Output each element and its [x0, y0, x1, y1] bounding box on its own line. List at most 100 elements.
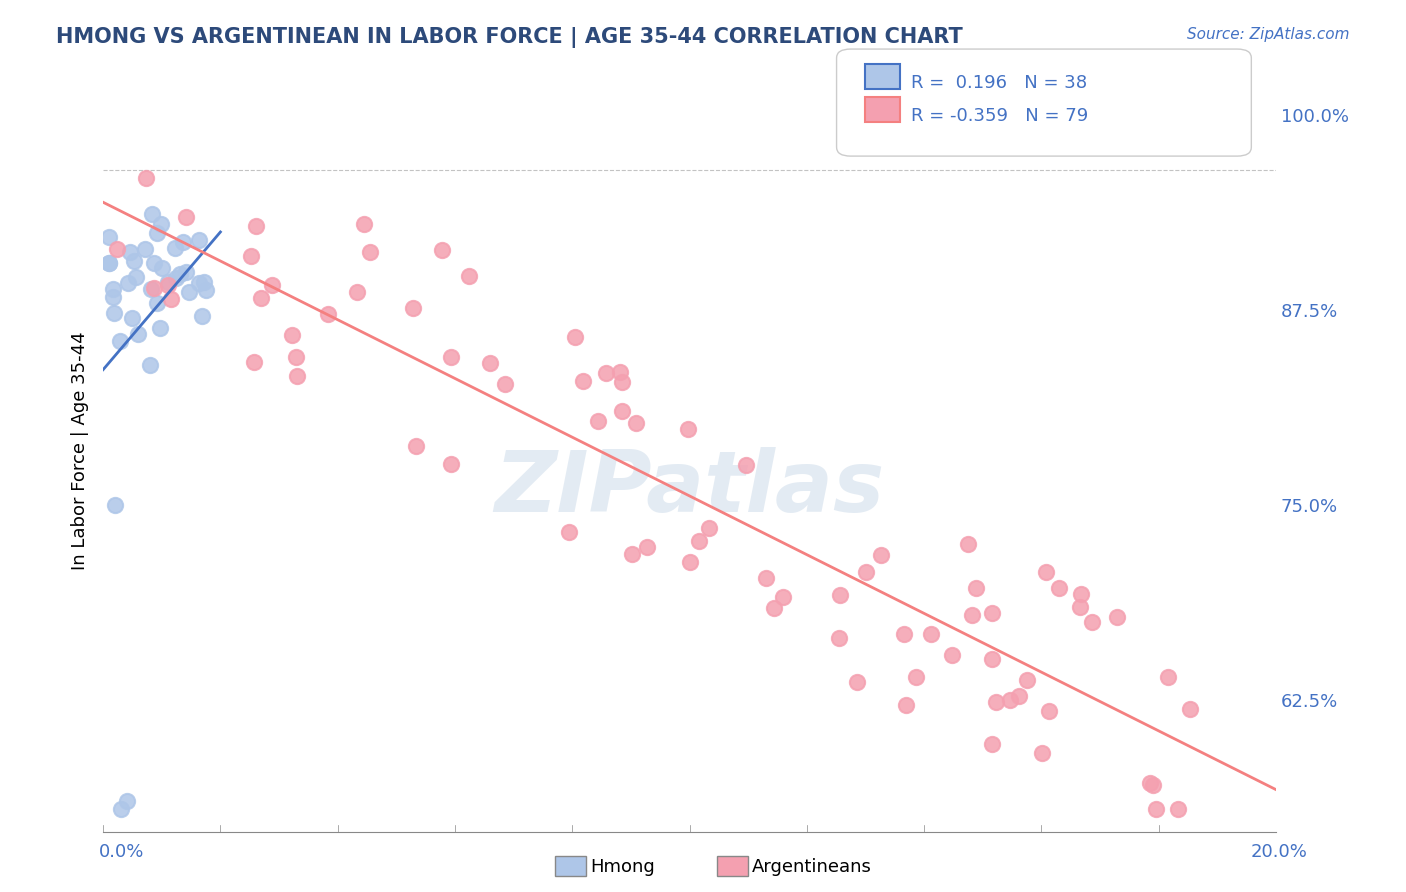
- Point: [588, 413, 610, 427]
- Point: [169, 268, 191, 282]
- Point: [121, 310, 143, 325]
- Point: [115, 794, 138, 808]
- Point: [193, 275, 215, 289]
- Point: [980, 652, 1002, 666]
- Point: [828, 632, 851, 646]
- Point: [124, 269, 146, 284]
- Point: [108, 334, 131, 348]
- Point: [281, 327, 304, 342]
- Point: [612, 375, 634, 389]
- Point: [316, 307, 339, 321]
- Text: R =  0.196   N = 38: R = 0.196 N = 38: [911, 74, 1087, 92]
- Point: [956, 537, 979, 551]
- Point: [262, 278, 284, 293]
- Point: [139, 282, 162, 296]
- Point: [177, 285, 200, 299]
- Point: [986, 695, 1008, 709]
- Point: [894, 698, 917, 712]
- Point: [636, 540, 658, 554]
- Point: [621, 547, 644, 561]
- Point: [1008, 690, 1031, 704]
- Point: [478, 356, 501, 370]
- Point: [1178, 702, 1201, 716]
- Point: [679, 555, 702, 569]
- Point: [869, 548, 891, 562]
- Point: [1038, 704, 1060, 718]
- Point: [893, 627, 915, 641]
- Point: [998, 692, 1021, 706]
- Point: [143, 256, 166, 270]
- Point: [762, 601, 785, 615]
- Point: [1031, 746, 1053, 760]
- Point: [1017, 673, 1039, 687]
- Point: [134, 242, 156, 256]
- Point: [1070, 587, 1092, 601]
- Y-axis label: In Labor Force | Age 35-44: In Labor Force | Age 35-44: [72, 331, 89, 570]
- Point: [104, 498, 127, 512]
- Point: [156, 278, 179, 293]
- Point: [141, 207, 163, 221]
- Point: [98, 256, 121, 270]
- Text: ZIPatlas: ZIPatlas: [495, 447, 884, 530]
- Point: [97, 230, 120, 244]
- Point: [1047, 582, 1070, 596]
- Point: [960, 608, 983, 623]
- Point: [855, 566, 877, 580]
- Point: [174, 265, 197, 279]
- Point: [1144, 802, 1167, 816]
- Point: [735, 458, 758, 472]
- Point: [457, 268, 479, 283]
- Point: [195, 283, 218, 297]
- Point: [595, 366, 617, 380]
- Point: [981, 737, 1004, 751]
- Point: [941, 648, 963, 663]
- Point: [1081, 615, 1104, 630]
- Point: [240, 249, 263, 263]
- Point: [1105, 610, 1128, 624]
- Text: Source: ZipAtlas.com: Source: ZipAtlas.com: [1187, 27, 1350, 42]
- Point: [243, 355, 266, 369]
- Point: [165, 270, 187, 285]
- Point: [1139, 776, 1161, 790]
- Point: [920, 627, 942, 641]
- Point: [905, 670, 928, 684]
- Text: R = -0.359   N = 79: R = -0.359 N = 79: [911, 107, 1088, 125]
- Point: [174, 210, 197, 224]
- Point: [359, 245, 381, 260]
- Point: [149, 321, 172, 335]
- Point: [846, 675, 869, 690]
- Point: [572, 374, 595, 388]
- Point: [245, 219, 267, 233]
- Point: [150, 217, 173, 231]
- Point: [1157, 670, 1180, 684]
- Point: [127, 326, 149, 341]
- Point: [346, 285, 368, 299]
- Point: [697, 521, 720, 535]
- Point: [402, 301, 425, 316]
- Point: [190, 309, 212, 323]
- Point: [688, 534, 710, 549]
- Point: [156, 275, 179, 289]
- Point: [139, 358, 162, 372]
- Text: Argentineans: Argentineans: [752, 858, 872, 876]
- Point: [430, 244, 453, 258]
- Point: [118, 245, 141, 260]
- Point: [353, 217, 375, 231]
- Point: [98, 256, 121, 270]
- Point: [101, 282, 124, 296]
- Point: [105, 242, 128, 256]
- Point: [494, 376, 516, 391]
- Point: [103, 290, 125, 304]
- Point: [440, 457, 463, 471]
- Point: [981, 606, 1004, 620]
- Point: [146, 295, 169, 310]
- Point: [188, 234, 211, 248]
- Point: [122, 254, 145, 268]
- Point: [1069, 600, 1091, 615]
- Text: 0.0%: 0.0%: [98, 843, 143, 861]
- Point: [285, 369, 308, 384]
- Point: [755, 571, 778, 585]
- Point: [143, 280, 166, 294]
- Point: [965, 582, 987, 596]
- Point: [626, 417, 648, 431]
